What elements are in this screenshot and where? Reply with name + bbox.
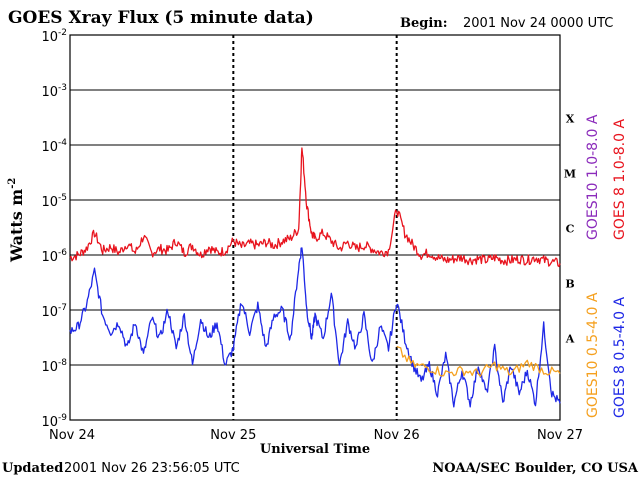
x-axis-label: Universal Time bbox=[260, 442, 370, 457]
series-line bbox=[69, 147, 561, 268]
legend: GOES10 1.0-8.0 A GOES 8 1.0-8.0 A GOES10 0… bbox=[585, 114, 628, 418]
series-lines bbox=[69, 147, 561, 408]
legend-entry: GOES 8 1.0-8.0 A bbox=[612, 119, 628, 240]
x-tick-label: Nov 25 bbox=[210, 428, 256, 443]
series-line bbox=[69, 247, 561, 408]
y-tick-label: 10-9 bbox=[41, 413, 67, 430]
legend-entry: GOES 8 0.5-4.0 A bbox=[612, 297, 628, 418]
flare-class-label: M bbox=[564, 168, 576, 181]
y-tick-label: 10-6 bbox=[41, 248, 67, 265]
footer-credit: NOAA/SEC Boulder, CO USA bbox=[432, 461, 639, 476]
x-tick-label: Nov 26 bbox=[374, 428, 420, 443]
y-axis-label: Watts m-2 bbox=[7, 178, 26, 263]
y-tick-labels: 10-2 10-3 10-4 10-5 10-6 10-7 10-8 10-9 bbox=[41, 28, 67, 430]
flare-class-label: C bbox=[566, 223, 575, 236]
footer-updated-value: 2001 Nov 26 23:56:05 UTC bbox=[64, 461, 240, 476]
grid-lines bbox=[70, 34, 560, 421]
y-tick-label: 10-7 bbox=[41, 303, 67, 320]
x-tick-labels: Nov 24 Nov 25 Nov 26 Nov 27 bbox=[49, 428, 583, 443]
plot-frame bbox=[69, 34, 561, 421]
y-tick-label: 10-4 bbox=[41, 138, 67, 155]
legend-entry: GOES10 1.0-8.0 A bbox=[585, 114, 601, 240]
flare-class-label: X bbox=[566, 113, 575, 126]
series-line bbox=[396, 345, 561, 378]
begin-label: Begin: bbox=[400, 16, 448, 31]
flare-class-label: A bbox=[565, 333, 575, 346]
flare-class-labels: X M C B A bbox=[564, 113, 576, 346]
y-tick-label: 10-3 bbox=[41, 83, 67, 100]
y-tick-label: 10-5 bbox=[41, 193, 67, 210]
x-tick-label: Nov 24 bbox=[49, 428, 95, 443]
flare-class-label: B bbox=[565, 278, 574, 291]
begin-value: 2001 Nov 24 0000 UTC bbox=[463, 16, 613, 31]
footer-updated-label: Updated bbox=[2, 461, 63, 476]
x-tick-label: Nov 27 bbox=[537, 428, 583, 443]
y-tick-label: 10-8 bbox=[41, 358, 67, 375]
chart-title: GOES Xray Flux (5 minute data) bbox=[8, 8, 314, 28]
legend-entry: GOES10 0.5-4.0 A bbox=[585, 292, 601, 418]
y-tick-label: 10-2 bbox=[41, 28, 67, 45]
